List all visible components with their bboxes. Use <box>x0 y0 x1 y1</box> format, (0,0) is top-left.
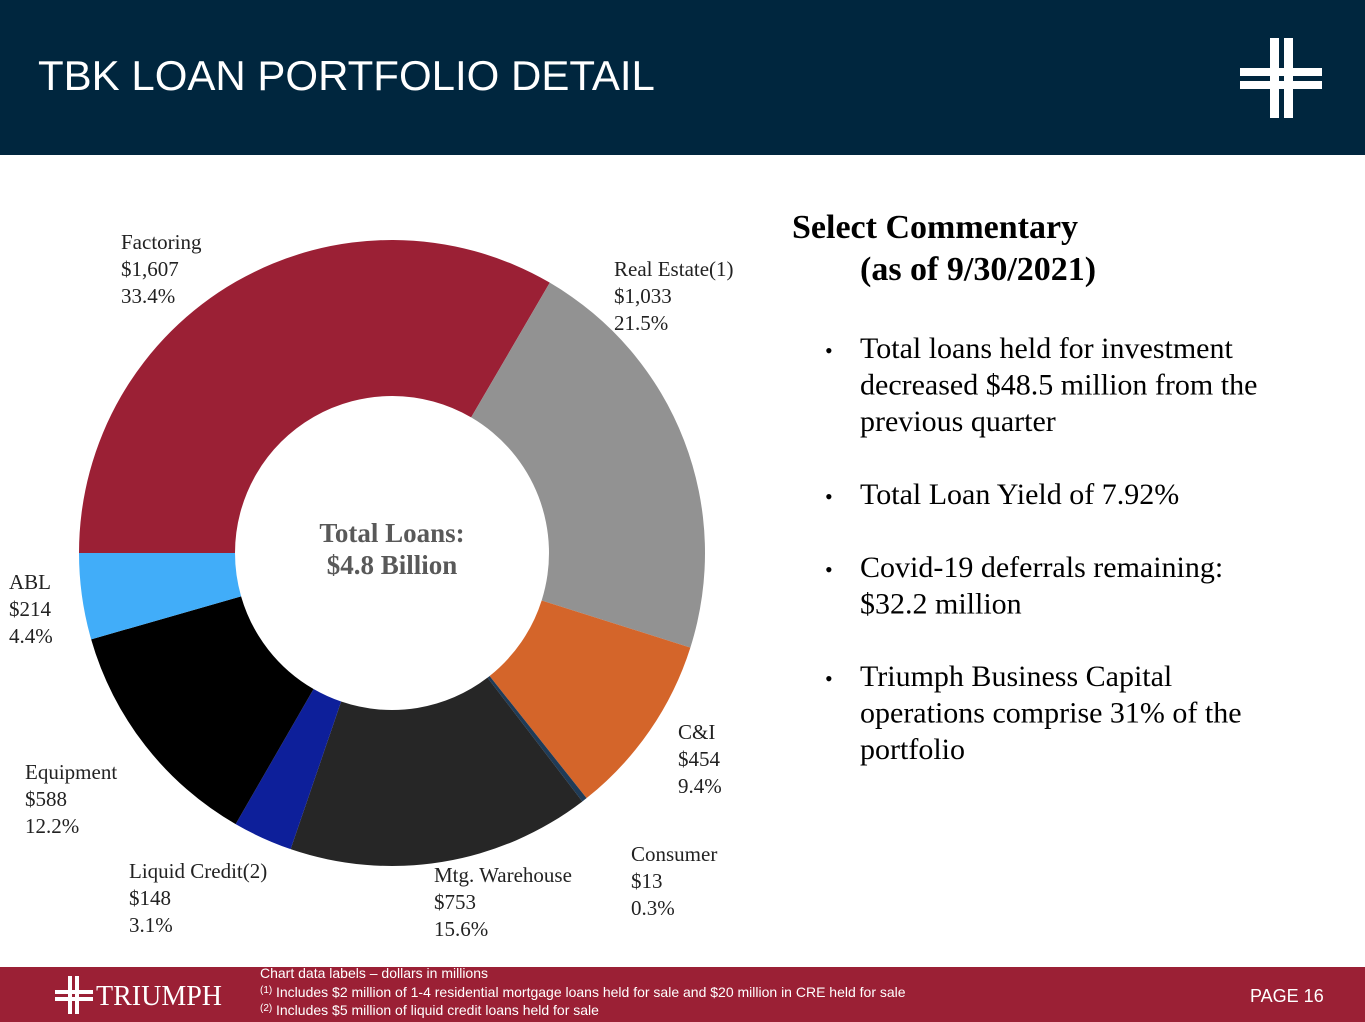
bullet-text: Total loans held for investment <box>860 332 1233 365</box>
bullet-text: $32.2 million <box>860 588 1022 621</box>
slice-percent-label: 33.4% <box>121 284 175 308</box>
slice-value-label: $454 <box>678 747 721 771</box>
footer-logo-mark <box>55 976 93 1014</box>
slice-name: Equipment <box>25 760 117 784</box>
donut-slice <box>79 240 550 553</box>
slice-name: Mtg. Warehouse <box>434 863 572 887</box>
commentary-title: Select Commentary <box>792 209 1078 246</box>
slice-value-label: $588 <box>25 787 67 811</box>
center-label: $4.8 Billion <box>327 550 458 580</box>
donut-slice <box>489 600 691 799</box>
slice-percent-label: 4.4% <box>9 624 53 648</box>
slice-name: Consumer <box>631 842 717 866</box>
slice-percent-label: 0.3% <box>631 896 675 920</box>
center-label: Total Loans: <box>319 518 464 548</box>
slice-percent-label: 21.5% <box>614 311 668 335</box>
header-title: TBK LOAN PORTFOLIO DETAIL <box>38 52 655 99</box>
donut-slice <box>471 282 705 648</box>
footnote-marker: (2) <box>260 1003 272 1014</box>
slice-value-label: $214 <box>9 597 52 621</box>
donut-slice <box>235 689 342 850</box>
bullet-dot: • <box>825 557 833 582</box>
bullet-text: Covid-19 deferrals remaining: <box>860 551 1223 584</box>
donut-slice <box>487 675 587 802</box>
bullet-text: Triumph Business Capital <box>860 660 1172 693</box>
slice-value-label: $13 <box>631 869 663 893</box>
slice-value-label: $1,607 <box>121 257 179 281</box>
slice-percent-label: 3.1% <box>129 913 173 937</box>
donut-slice <box>79 553 242 640</box>
page-number: PAGE 16 <box>1250 986 1324 1006</box>
slice-percent-label: 15.6% <box>434 917 488 941</box>
donut-slice <box>290 677 583 867</box>
bullet-text: Total Loan Yield of 7.92% <box>860 478 1179 511</box>
slice-name: Factoring <box>121 230 202 254</box>
bullet-text: decreased $48.5 million from the <box>860 369 1257 402</box>
slice-percent-label: 12.2% <box>25 814 79 838</box>
bullet-text: previous quarter <box>860 405 1056 438</box>
slice-value-label: $753 <box>434 890 476 914</box>
bullet-dot: • <box>825 484 833 509</box>
footnote-marker: (1) <box>260 985 272 996</box>
bullet-text: portfolio <box>860 733 965 766</box>
slice-name: Liquid Credit(2) <box>129 859 267 883</box>
bullet-text: operations comprise 31% of the <box>860 697 1242 730</box>
footnote-text: Includes $2 million of 1-4 residential m… <box>276 984 906 1000</box>
bullet-dot: • <box>825 338 833 363</box>
slice-percent-label: 9.4% <box>678 774 722 798</box>
slice-name: ABL <box>9 570 51 594</box>
commentary-title: (as of 9/30/2021) <box>860 251 1096 288</box>
slice-name: Real Estate(1) <box>614 257 734 281</box>
footer-note: Chart data labels – dollars in millions <box>260 965 488 981</box>
logo-mark <box>1240 38 1322 118</box>
footer-logo: TRIUMPH <box>96 981 222 1012</box>
header-band <box>0 0 1365 155</box>
bullet-dot: • <box>825 666 833 691</box>
slice-value-label: $1,033 <box>614 284 672 308</box>
donut-slice <box>91 596 314 825</box>
footnote-text: Includes $5 million of liquid credit loa… <box>276 1002 599 1018</box>
slice-name: C&I <box>678 720 715 744</box>
slice-value-label: $148 <box>129 886 171 910</box>
footer-band <box>0 967 1365 1022</box>
